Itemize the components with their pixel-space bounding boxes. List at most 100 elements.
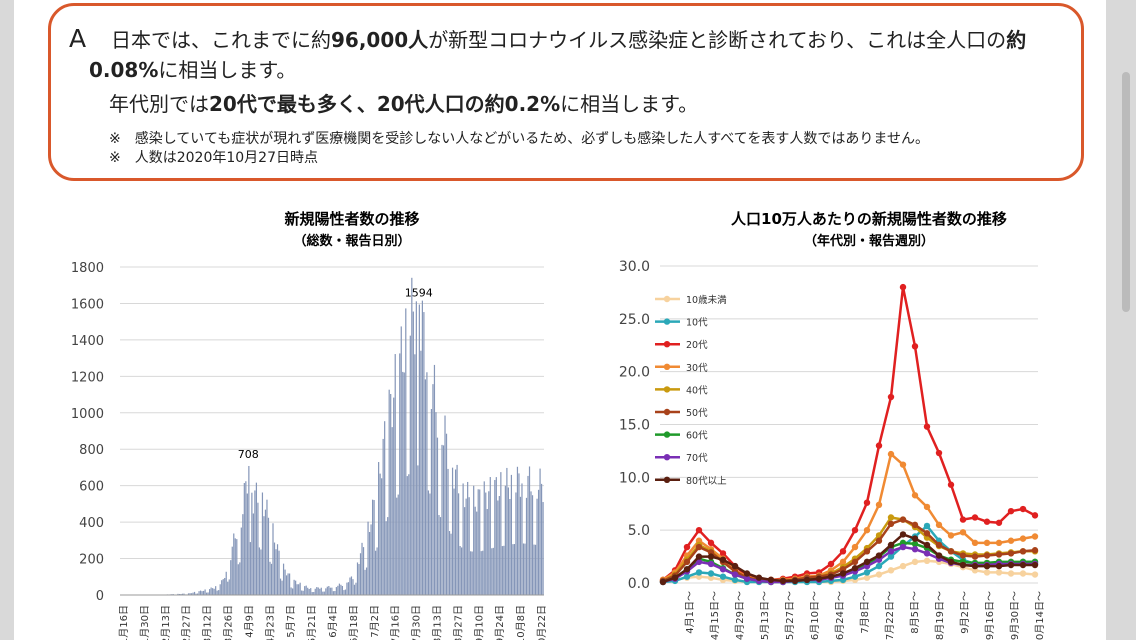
bar (288, 573, 291, 595)
bar (527, 475, 529, 595)
bar (402, 371, 404, 595)
x-tick-label: 6月18日 (348, 605, 360, 640)
bar (246, 493, 248, 595)
y-tick-label: 0.0 (628, 576, 650, 592)
data-point (683, 558, 691, 566)
x-tick-label: 8月5日～ (909, 591, 921, 634)
bar (212, 588, 214, 595)
bar (242, 514, 244, 595)
chart-title: 新規陽性者数の推移 (284, 210, 419, 228)
bar (512, 544, 514, 595)
scrollbar-thumb[interactable] (1122, 72, 1130, 312)
bar (264, 509, 267, 595)
data-point (923, 503, 931, 511)
bar (403, 372, 405, 595)
data-point (935, 552, 943, 559)
bar (193, 591, 196, 595)
legend-marker (663, 476, 671, 483)
bar (450, 533, 452, 595)
bar (210, 587, 212, 595)
bar (263, 516, 265, 595)
x-tick-label: 5月21日 (306, 605, 318, 640)
bar (540, 483, 543, 595)
bar (257, 502, 259, 595)
bar (311, 592, 313, 595)
data-point (875, 571, 883, 578)
bar (260, 549, 262, 595)
bar (261, 492, 264, 595)
bar (414, 354, 416, 595)
y-tick-label: 800 (79, 443, 104, 458)
bar (358, 564, 360, 595)
bar (370, 524, 372, 595)
legend-marker (663, 341, 671, 348)
bar (236, 539, 238, 595)
bar (350, 576, 353, 595)
data-point (1019, 505, 1027, 513)
bar (284, 569, 286, 595)
x-tick-label: 5月27日～ (784, 591, 796, 640)
data-point (899, 516, 907, 523)
x-tick-label: 10月22日 (536, 605, 548, 640)
legend-marker (663, 318, 671, 325)
x-tick-label: 3月26日 (223, 605, 235, 640)
bar (447, 468, 449, 595)
bar (199, 590, 202, 595)
data-point (875, 501, 883, 509)
data-point (863, 499, 871, 506)
bar (192, 592, 194, 595)
x-tick-label: 9月16日～ (984, 591, 996, 640)
bar (346, 582, 348, 595)
bar (439, 517, 442, 595)
x-tick-label: 4月15日～ (709, 591, 721, 640)
bar (534, 544, 537, 595)
data-point (695, 526, 703, 534)
bar (207, 592, 209, 595)
bar (438, 515, 440, 595)
data-point (743, 575, 751, 582)
bar (338, 583, 340, 595)
line1-approx: 約 (1006, 28, 1027, 52)
y-tick-label: 20.0 (619, 365, 650, 381)
bar (213, 588, 215, 595)
legend-label: 30代 (686, 363, 708, 374)
x-tick-label: 9月2日～ (959, 591, 971, 634)
data-point (983, 539, 991, 547)
bar (328, 586, 330, 595)
data-point (995, 551, 1003, 558)
bar (391, 427, 393, 595)
bar (397, 494, 399, 595)
y-tick-label: 200 (79, 553, 104, 568)
bar (305, 585, 307, 595)
series-line (662, 286, 1036, 582)
data-point (1019, 548, 1027, 555)
data-point (887, 553, 895, 560)
data-point (707, 570, 715, 577)
data-point (803, 576, 811, 584)
bar (285, 575, 288, 595)
y-tick-label: 15.0 (619, 418, 650, 434)
data-point (935, 541, 943, 549)
bar (359, 553, 362, 595)
bar (251, 492, 253, 595)
bar (228, 579, 230, 595)
bar (198, 591, 200, 595)
bar (314, 588, 316, 595)
series-line (662, 451, 1036, 582)
x-tick-label: 8月19日～ (934, 591, 946, 640)
legend-label: 70代 (686, 453, 708, 464)
data-point (959, 552, 967, 559)
bar (503, 545, 505, 595)
y-tick-label: 1400 (71, 334, 104, 349)
bar (464, 507, 466, 595)
scrollbar[interactable] (1106, 0, 1136, 640)
data-point (1019, 561, 1027, 569)
bar (368, 532, 371, 595)
bar (301, 590, 303, 595)
bar (393, 397, 395, 595)
x-tick-label: 9月10日 (473, 605, 485, 640)
bar (379, 473, 381, 595)
bar (196, 593, 199, 595)
data-point (1007, 561, 1015, 569)
bar (356, 562, 359, 595)
